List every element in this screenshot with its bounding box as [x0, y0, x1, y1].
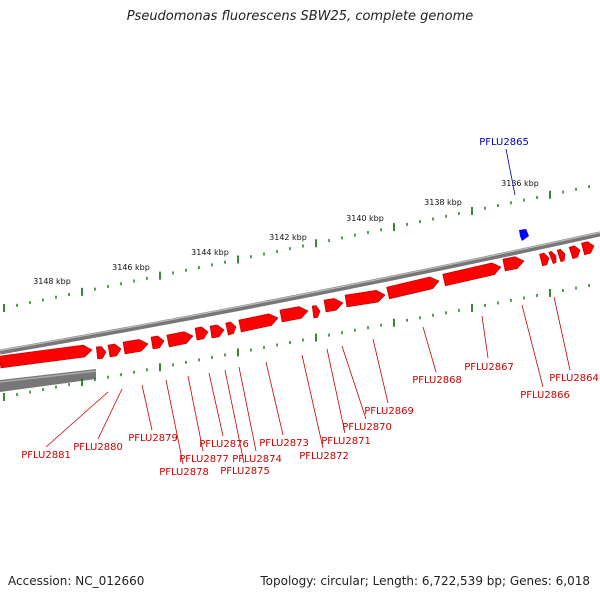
- gene-label-leader: [521, 304, 544, 388]
- gene-arrow: [122, 339, 149, 355]
- backbone-upper-highlight: [0, 231, 600, 352]
- gene-label-pflu2868: PFLU2868: [412, 375, 462, 386]
- gene-label-leader: [224, 369, 245, 464]
- gene-arrow: [548, 250, 557, 264]
- gene-features: [0, 229, 595, 369]
- accession-label: Accession: NC_012660: [8, 574, 145, 588]
- gene-label-pflu2867: PFLU2867: [464, 362, 514, 373]
- gene-label-pflu2881: PFLU2881: [21, 450, 71, 461]
- gene-label-leader: [45, 391, 109, 448]
- gene-label-leader: [422, 326, 437, 373]
- highlight-gene-label: PFLU2865: [479, 137, 529, 148]
- gene-label-pflu2874: PFLU2874: [232, 454, 282, 465]
- map-title: Pseudomonas fluorescens SBW25, complete …: [126, 9, 474, 24]
- gene-label-leader: [238, 366, 257, 452]
- gene-arrow: [225, 321, 237, 336]
- gene-label-leader: [165, 379, 184, 465]
- gene-label-pflu2870: PFLU2870: [342, 422, 392, 433]
- gene-arrow: [344, 289, 386, 308]
- gene-arrow: [95, 346, 107, 360]
- scale-label: 3146 kbp: [112, 263, 150, 272]
- gene-label-leader: [326, 348, 346, 434]
- gene-label-pflu2872: PFLU2872: [299, 451, 349, 462]
- gene-label-pflu2876: PFLU2876: [199, 439, 249, 450]
- gene-arrow: [150, 335, 165, 350]
- scale-label: 3140 kbp: [346, 214, 384, 223]
- gene-label-leader: [341, 345, 367, 420]
- gene-label-pflu2873: PFLU2873: [259, 438, 309, 449]
- gene-arrow: [194, 326, 209, 341]
- gene-arrow: [323, 298, 344, 313]
- gene-arrow: [166, 331, 194, 348]
- gene-label-leader: [553, 296, 571, 371]
- gene-label-pflu2864: PFLU2864: [549, 373, 599, 384]
- highlight-label-leader: [505, 148, 516, 196]
- gene-label-leader: [372, 338, 389, 404]
- scale-label: 3144 kbp: [191, 248, 229, 257]
- scale-label: 3148 kbp: [33, 277, 71, 286]
- gene-label-leader: [301, 354, 324, 449]
- gene-arrow: [539, 252, 550, 267]
- scale-label: 3138 kbp: [424, 198, 462, 207]
- gene-label-leader: [97, 388, 123, 440]
- backbone-lower-highlight: [0, 370, 97, 383]
- gene-arrow: [0, 344, 93, 369]
- backbone-lower: [0, 369, 96, 392]
- gene-arrow: [311, 305, 321, 319]
- gene-arrow: [238, 313, 279, 333]
- gene-arrow: [107, 343, 122, 358]
- scale-label: 3142 kbp: [269, 233, 307, 242]
- gene-label-pflu2866: PFLU2866: [520, 390, 570, 401]
- gene-arrow: [568, 245, 581, 260]
- coordinate-ticks: 3136 kbp 3138 kbp 3140 kbp 3142 kbp 3144 kbp…: [3, 179, 590, 401]
- gene-label-leader: [481, 315, 489, 359]
- highlighted-gene-arrow: [519, 229, 529, 241]
- gene-label-pflu2880: PFLU2880: [73, 442, 123, 453]
- gene-label-pflu2878: PFLU2878: [159, 467, 209, 478]
- gene-arrow: [502, 256, 525, 272]
- gene-arrow: [442, 262, 502, 287]
- genome-summary: Topology: circular; Length: 6,722,539 bp…: [260, 574, 590, 588]
- gene-label-pflu2875: PFLU2875: [220, 466, 270, 477]
- genome-backbone: [0, 231, 600, 392]
- gene-arrow: [386, 276, 440, 300]
- backbone-upper: [0, 231, 600, 355]
- gene-label-pflu2877: PFLU2877: [179, 454, 229, 465]
- gene-label-leader: [265, 361, 284, 436]
- gene-label-pflu2879: PFLU2879: [128, 433, 178, 444]
- gene-label-leader: [208, 372, 224, 437]
- gene-label-pflu2871: PFLU2871: [321, 436, 371, 447]
- gene-arrow: [209, 324, 225, 339]
- scale-label: 3136 kbp: [501, 179, 539, 188]
- gene-label-pflu2869: PFLU2869: [364, 406, 414, 417]
- gene-arrow: [556, 248, 566, 263]
- gene-arrow: [279, 306, 309, 323]
- gene-label-leader: [187, 375, 204, 452]
- gene-arrow: [581, 241, 595, 256]
- gene-label-leader: [141, 384, 153, 431]
